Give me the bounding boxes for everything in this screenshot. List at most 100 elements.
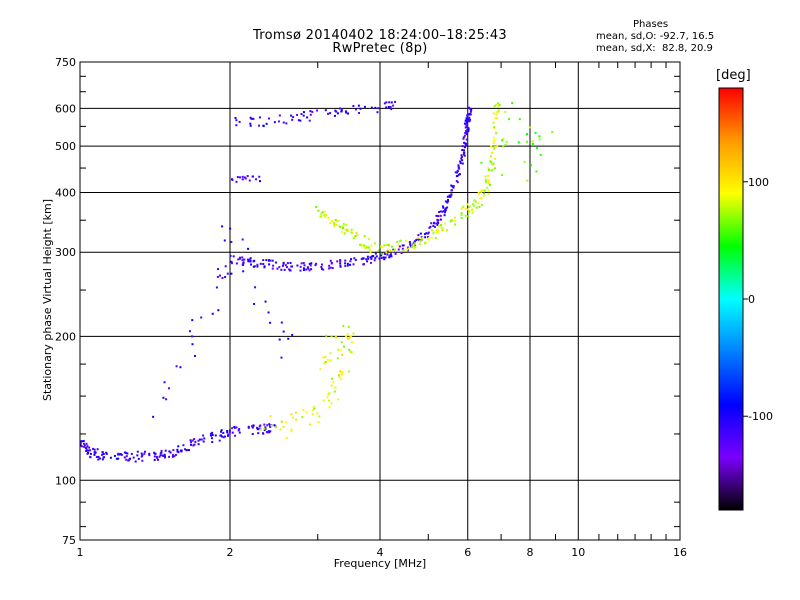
scatter-point [344, 259, 347, 262]
scatter-point [136, 454, 139, 457]
scatter-point [301, 416, 304, 419]
scatter-point [467, 130, 470, 133]
scatter-point [176, 448, 179, 451]
scatter-point [456, 170, 459, 173]
scatter-point [470, 108, 473, 111]
scatter-point [168, 450, 171, 453]
scatter-point [93, 448, 96, 451]
scatter-point [310, 262, 313, 265]
scatter-point [450, 189, 453, 192]
scatter-point [148, 452, 151, 455]
scatter-point [424, 241, 427, 244]
scatter-point [330, 402, 333, 405]
scatter-point [440, 223, 443, 226]
scatter-point [255, 178, 258, 181]
scatter-point [380, 257, 383, 260]
scatter-point [278, 266, 281, 269]
scatter-point [315, 205, 318, 208]
scatter-point [511, 102, 514, 105]
scatter-point [490, 169, 493, 172]
scatter-point [337, 398, 340, 401]
scatter-point [269, 415, 272, 418]
scatter-point [273, 121, 276, 124]
scatter-point [236, 176, 239, 179]
scatter-point [465, 117, 468, 120]
scatter-point [373, 242, 376, 245]
colorbar-gradient [718, 87, 744, 511]
scatter-point [384, 256, 387, 259]
scatter-point [263, 429, 266, 432]
scatter-point [300, 113, 303, 116]
scatter-point [359, 107, 362, 110]
scatter-point [536, 147, 539, 150]
scatter-point [250, 117, 253, 120]
scatter-point [339, 259, 342, 262]
scatter-point [235, 262, 238, 265]
scatter-point [344, 228, 347, 231]
scatter-point [329, 222, 332, 225]
scatter-point [350, 258, 353, 261]
scatter-point [235, 124, 238, 127]
scatter-point [259, 424, 262, 427]
scatter-point [252, 117, 255, 120]
scatter-point [389, 249, 392, 252]
scatter-point [378, 257, 381, 260]
scatter-point [462, 149, 465, 152]
scatter-point [349, 335, 352, 338]
scatter-point [248, 258, 251, 261]
scatter-point [159, 452, 162, 455]
scatter-point [462, 153, 465, 156]
scatter-point [461, 159, 464, 162]
scatter-point [398, 245, 401, 248]
scatter-point [88, 446, 91, 449]
scatter-point [258, 116, 261, 119]
scatter-point [433, 221, 436, 224]
scatter-point [311, 110, 314, 113]
scatter-point [349, 263, 352, 266]
scatter-point [163, 381, 166, 384]
scatter-point [307, 267, 310, 270]
scatter-point [109, 456, 112, 459]
scatter-point [471, 202, 474, 205]
scatter-point [367, 257, 370, 260]
scatter-point [290, 428, 293, 431]
scatter-point [347, 325, 350, 328]
scatter-point [329, 266, 332, 269]
scatter-point [465, 132, 468, 135]
scatter-point [383, 244, 386, 247]
scatter-point [443, 210, 446, 213]
scatter-point [282, 261, 285, 264]
scatter-point [290, 413, 293, 416]
scatter-point [458, 167, 461, 170]
scatter-point [194, 440, 197, 443]
scatter-point [350, 351, 353, 354]
scatter-point [275, 426, 278, 429]
scatter-point [278, 114, 281, 117]
scatter-point [491, 163, 494, 166]
x-axis-label: Frequency [MHz] [333, 557, 427, 570]
scatter-point [211, 437, 214, 440]
scatter-point [436, 223, 439, 226]
x-tick-label: 2 [227, 546, 234, 559]
scatter-point [329, 259, 332, 262]
scatter-point [238, 428, 241, 431]
scatter-point [297, 119, 300, 122]
scatter-point [492, 136, 495, 139]
scatter-point [363, 263, 366, 266]
scatter-point [89, 456, 92, 459]
scatter-point [433, 225, 436, 228]
scatter-point [396, 244, 399, 247]
scatter-point [113, 454, 116, 457]
scatter-point [327, 267, 330, 270]
scatter-point [338, 225, 341, 228]
scatter-point [486, 186, 489, 189]
scatter-point [160, 449, 163, 452]
scatter-point [269, 430, 272, 433]
scatter-point [490, 161, 493, 164]
scatter-point [85, 446, 88, 449]
scatter-point [460, 157, 463, 160]
scatter-point [288, 268, 291, 271]
x-tick-label: 16 [673, 546, 687, 559]
scatter-point [460, 216, 463, 219]
scatter-point [257, 432, 260, 435]
